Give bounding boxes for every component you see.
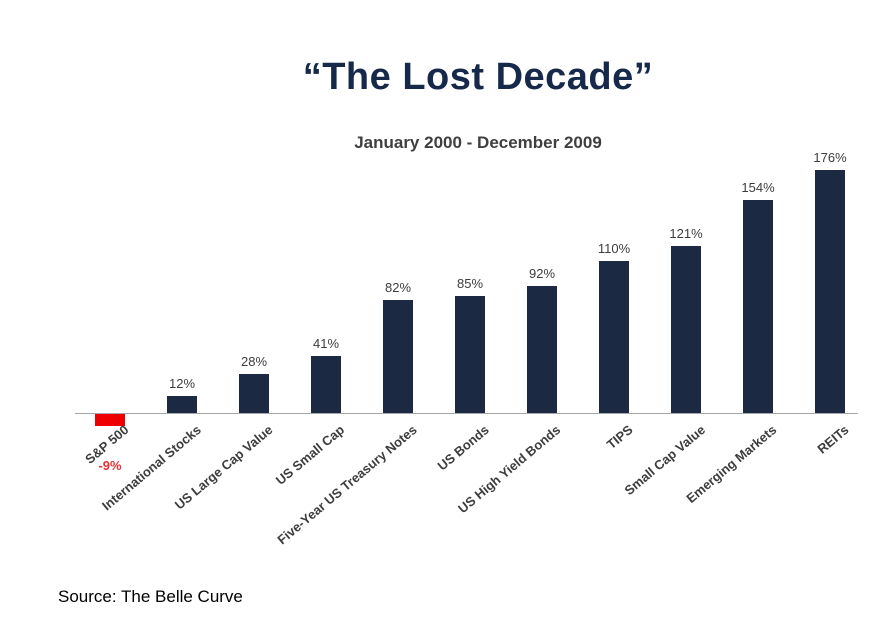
bar-9 — [743, 200, 773, 413]
category-label-5: US Bonds — [434, 422, 492, 474]
chart-subtitle: January 2000 - December 2009 — [354, 133, 602, 152]
category-label-10: REITs — [814, 422, 852, 457]
bar-1 — [167, 396, 197, 413]
value-label-4: 82% — [384, 280, 412, 295]
bar-0 — [95, 414, 125, 426]
value-label-10: 176% — [813, 150, 847, 165]
bar-5 — [455, 296, 485, 413]
category-label-3: US Small Cap — [273, 422, 348, 488]
bar-7 — [599, 261, 629, 413]
value-label-3: 41% — [312, 336, 340, 351]
value-label-8: 121% — [669, 226, 703, 241]
bar-4 — [383, 300, 413, 413]
value-label-5: 85% — [456, 276, 484, 291]
source-note: Source: The Belle Curve — [58, 587, 243, 606]
chart-title: “The Lost Decade” — [302, 56, 654, 98]
value-label-7: 110% — [597, 241, 631, 256]
bar-6 — [527, 286, 557, 413]
category-label-7: TIPS — [603, 422, 636, 453]
value-label-1: 12% — [168, 376, 196, 391]
category-label-4: Five-Year US Treasury Notes — [274, 422, 420, 548]
bar-3 — [311, 356, 341, 413]
value-label-2: 28% — [240, 354, 268, 369]
value-label-0: -9% — [98, 458, 122, 473]
bar-8 — [671, 246, 701, 413]
bar-10 — [815, 170, 845, 413]
value-label-6: 92% — [528, 266, 556, 281]
value-label-9: 154% — [741, 180, 775, 195]
x-axis-line — [75, 413, 858, 414]
bar-2 — [239, 374, 269, 413]
